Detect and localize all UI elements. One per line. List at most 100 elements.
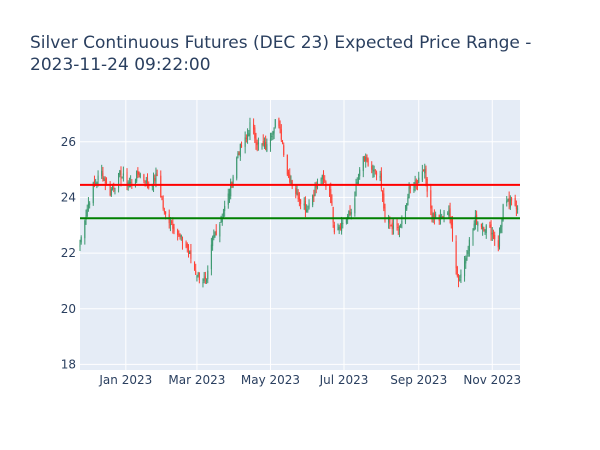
candle-body [261,143,263,146]
candle-body [372,169,374,172]
candle-body [432,213,434,219]
candle-body [179,233,181,237]
candle-body [93,180,96,184]
candle-body [169,223,171,226]
candle-body [196,276,198,278]
candle-body [315,185,317,188]
candle-body [178,234,180,236]
candle-body [400,224,402,228]
candle-body [322,172,325,180]
candle-body [338,226,340,230]
candle-body [165,211,167,215]
candle-body [101,170,103,176]
candle-body [274,119,276,128]
candle-body [354,198,356,214]
candle-body [278,118,280,127]
candle-body [404,211,407,223]
candle-body [320,179,322,181]
candle-body [388,217,390,223]
candle-body [113,187,115,189]
candle-body [356,181,358,185]
candle-body [137,170,139,175]
candle-body [79,244,81,247]
x-axis-ticks: Jan 2023 Mar 2023 May 2023 Jul 2023 Sep 2023… [98,373,521,387]
candle-body [155,173,157,183]
candle-body [291,180,293,187]
candle-body [281,140,284,144]
candle-body [210,244,212,270]
candle-body [363,158,366,161]
candle-body [248,133,250,137]
candle-body [146,177,149,186]
candle-body [455,241,457,269]
candle-body [239,144,241,157]
candle-body [230,181,232,197]
candle-body [247,134,249,141]
candle-body [397,226,399,229]
candle-body [484,230,486,233]
candle-body [224,205,226,212]
candle-body [433,213,435,219]
candle-body [245,137,247,139]
candle-body [177,229,179,235]
candle-body [506,200,508,204]
candle-body [342,223,344,225]
candle-body [517,208,519,210]
candle-body [203,278,205,282]
candle-body [341,222,343,232]
candle-body [382,190,384,196]
candle-body [214,233,216,236]
candle-body [244,137,246,147]
candle-body [300,199,302,205]
candle-body [283,145,285,156]
candle-body [221,218,223,222]
candle-body [122,173,124,176]
candle-body [459,279,461,281]
candle-body [271,135,273,137]
plot-area [80,100,520,370]
candle-body [121,177,123,179]
candle-body [396,223,398,226]
candle-body [190,250,192,259]
candle-body [345,218,347,223]
candle-body [263,142,265,148]
candle-body [466,256,468,260]
candle-body [187,246,190,252]
candle-body [279,126,281,130]
candle-body [509,198,511,208]
candle-body [306,209,308,213]
candle-body [431,210,433,218]
candle-body [359,169,361,177]
reference-lines [80,183,520,220]
candle-body [207,270,209,280]
candle-body [92,182,94,204]
candle-body [237,153,239,158]
candle-body [448,210,450,217]
candle-body [500,225,502,233]
candle-body [349,211,351,213]
x-tick-label: Mar 2023 [168,373,225,387]
candle-body [473,223,475,231]
candle-body [105,181,108,183]
candle-body [289,174,291,183]
candle-body [219,224,221,237]
y-axis-ticks: 18 20 22 24 26 [61,135,76,372]
candle-body [472,229,474,240]
candle-body [213,235,215,238]
candle-body [367,159,369,166]
candle-body [119,170,121,176]
candle-body [348,210,350,218]
candle-body [227,193,229,205]
candle-body [424,169,426,174]
candle-body [490,224,492,236]
candle-body [332,206,334,223]
candle-body [160,175,162,198]
x-tick-label: Jan 2023 [98,373,152,387]
candlestick-series [79,117,519,288]
candle-body [180,235,182,238]
candle-body [109,184,111,196]
candle-body [152,175,155,186]
y-tick-label: 26 [61,135,76,149]
candle-body [240,145,243,148]
